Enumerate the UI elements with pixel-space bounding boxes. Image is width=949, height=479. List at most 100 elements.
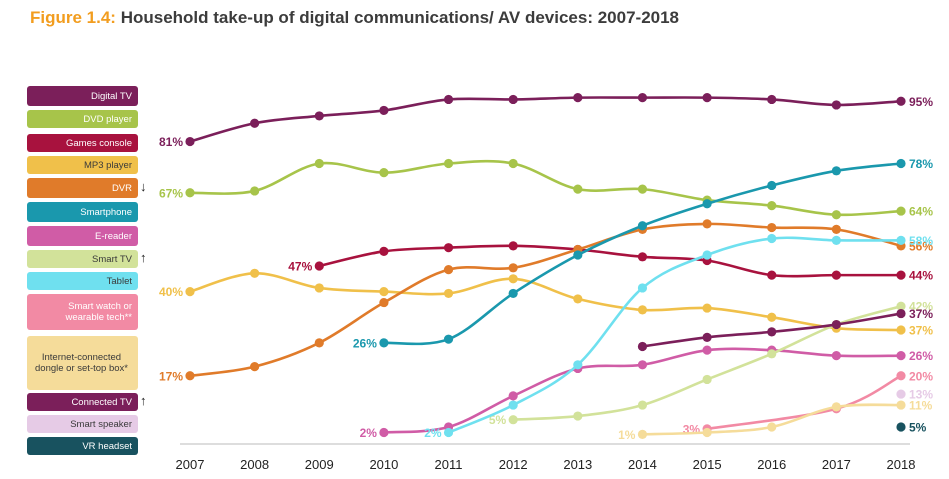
data-point-smart-tv bbox=[508, 415, 518, 425]
start-value-label: 67% bbox=[159, 186, 183, 200]
legend-item-e-reader: E-reader bbox=[27, 226, 138, 246]
legend-label: Connected TV bbox=[71, 396, 132, 408]
legend-item-dvd-player: DVD player bbox=[27, 110, 138, 128]
data-point-digital-tv bbox=[896, 96, 906, 106]
data-point-games-console bbox=[443, 243, 454, 253]
series-line-tablet bbox=[447, 236, 903, 434]
data-point-games-console bbox=[379, 246, 389, 256]
figure-title-text: Household take-up of digital communicati… bbox=[120, 8, 680, 27]
data-point-mp3-player bbox=[767, 312, 777, 322]
data-point-dvd-player bbox=[250, 186, 260, 196]
end-value-label: 20% bbox=[909, 369, 933, 383]
data-point-mp3-player bbox=[185, 287, 195, 297]
data-point-digital-tv bbox=[573, 93, 583, 103]
data-point-smart-watch-or-wearable-tech bbox=[896, 371, 906, 381]
legend-item-smart-watch-or-wearable-tech: Smart watch or wearable tech** bbox=[27, 294, 138, 330]
data-point-mp3-player bbox=[250, 268, 260, 278]
data-point-e-reader bbox=[508, 391, 518, 401]
data-point-connected-tv bbox=[702, 332, 712, 342]
data-point-dvd-player bbox=[831, 210, 841, 220]
legend-label: E-reader bbox=[95, 230, 132, 242]
data-point-connected-tv bbox=[767, 327, 777, 337]
data-point-tablet bbox=[508, 400, 518, 410]
data-point-tablet bbox=[767, 233, 777, 244]
legend-label: Smart watch or wearable tech** bbox=[65, 301, 132, 323]
data-point-smart-tv bbox=[896, 301, 906, 311]
data-point-smartphone bbox=[702, 199, 712, 209]
legend-item-mp3-player: MP3 player bbox=[27, 156, 138, 174]
data-point-dvd-player bbox=[508, 158, 518, 169]
data-point-smart-tv bbox=[637, 400, 648, 410]
data-point-digital-tv bbox=[508, 94, 518, 105]
end-value-label: 13% bbox=[909, 388, 933, 402]
series-line-dvr bbox=[188, 222, 903, 378]
data-point-e-reader bbox=[702, 345, 712, 355]
x-tick-label: 2009 bbox=[305, 457, 334, 472]
x-tick-label: 2017 bbox=[822, 457, 851, 472]
legend-label: MP3 player bbox=[83, 159, 132, 171]
data-point-dvr bbox=[314, 338, 324, 348]
data-point-connected-tv bbox=[831, 319, 841, 330]
end-value-label: 56% bbox=[909, 239, 933, 253]
x-tick-label: 2014 bbox=[628, 457, 657, 472]
data-point-digital-tv bbox=[185, 136, 195, 147]
data-point-e-reader bbox=[831, 351, 841, 361]
data-point-dvd-player bbox=[443, 158, 454, 169]
data-point-digital-tv bbox=[767, 94, 777, 105]
data-point-smartphone bbox=[379, 338, 389, 348]
legend-item-vr-headset: VR headset bbox=[27, 437, 138, 455]
data-point-tablet bbox=[831, 235, 841, 245]
data-point-smartphone bbox=[443, 334, 454, 344]
data-point-mp3-player bbox=[443, 288, 454, 299]
series-line-mp3-player bbox=[188, 271, 903, 332]
data-point-digital-tv bbox=[831, 100, 841, 110]
data-point-e-reader bbox=[379, 427, 389, 438]
data-point-mp3-player bbox=[314, 283, 324, 293]
legend-item-dvr: DVR bbox=[27, 178, 138, 198]
data-point-smartphone bbox=[767, 180, 777, 191]
start-value-label: 17% bbox=[159, 369, 183, 383]
data-point-e-reader bbox=[896, 351, 906, 361]
legend-label: Tablet bbox=[106, 275, 132, 287]
series-line-digital-tv bbox=[188, 96, 903, 143]
data-point-games-console bbox=[767, 270, 777, 280]
legend-item-connected-tv: Connected TV bbox=[27, 393, 138, 411]
legend-label: DVD player bbox=[83, 113, 132, 125]
end-value-label: 26% bbox=[909, 349, 933, 363]
data-point-mp3-player bbox=[379, 287, 389, 297]
end-value-label: 64% bbox=[909, 205, 933, 219]
start-value-label: 26% bbox=[353, 336, 377, 350]
data-point-smartphone bbox=[896, 158, 906, 169]
arrow-down-icon: ↓ bbox=[140, 179, 147, 194]
end-value-label: 11% bbox=[909, 399, 933, 413]
data-point-digital-tv bbox=[443, 94, 454, 105]
x-tick-label: 2015 bbox=[693, 457, 722, 472]
legend-label: Internet-connected dongle or set-top box… bbox=[35, 352, 128, 374]
data-point-tablet bbox=[573, 360, 583, 370]
x-tick-label: 2008 bbox=[240, 457, 269, 472]
data-point-dvd-player bbox=[637, 184, 648, 194]
series-line-smart-watch-or-wearable-tech bbox=[705, 374, 903, 431]
start-value-label: 1% bbox=[618, 428, 636, 442]
end-value-label: 37% bbox=[909, 307, 933, 321]
legend-item-internet-connected-dongle-or-set-top-box: Internet-connected dongle or set-top box… bbox=[27, 336, 138, 390]
legend-label: VR headset bbox=[82, 440, 132, 452]
data-point-dvr bbox=[702, 219, 712, 229]
data-point-mp3-player bbox=[573, 294, 583, 304]
data-point-smart-tv bbox=[573, 411, 583, 421]
start-value-label: 47% bbox=[288, 259, 312, 273]
figure-number: Figure 1.4: bbox=[30, 8, 116, 27]
data-point-mp3-player bbox=[896, 325, 906, 335]
end-value-label: 95% bbox=[909, 95, 933, 109]
data-point-digital-tv bbox=[250, 118, 260, 128]
data-point-games-console bbox=[637, 252, 648, 262]
data-point-tablet bbox=[896, 235, 906, 245]
data-point-smart-speaker-continued bbox=[702, 427, 712, 438]
data-point-games-console bbox=[831, 270, 841, 280]
data-point-games-console bbox=[314, 261, 324, 271]
legend-item-smart-speaker: Smart speaker bbox=[27, 415, 138, 433]
end-value-label: 42% bbox=[909, 300, 933, 314]
data-point-dvd-player bbox=[379, 168, 389, 178]
data-point-dvr bbox=[767, 222, 777, 233]
start-value-label: 2% bbox=[360, 426, 378, 440]
